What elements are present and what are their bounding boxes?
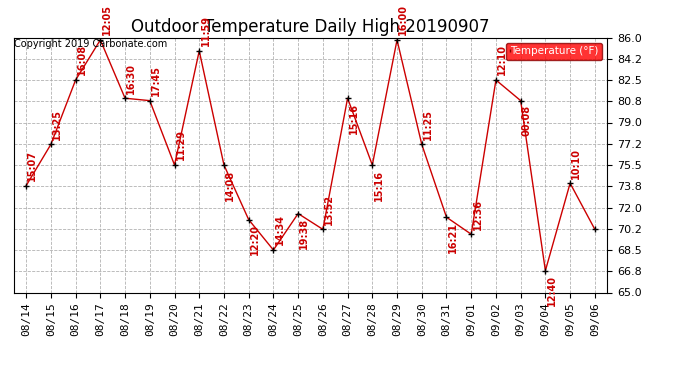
Text: 11:25: 11:25 — [423, 109, 433, 140]
Text: 15:16: 15:16 — [349, 103, 359, 134]
Text: 11:29: 11:29 — [176, 129, 186, 160]
Text: Copyright 2019 Carbonate.com: Copyright 2019 Carbonate.com — [14, 39, 168, 49]
Text: 15:16: 15:16 — [373, 170, 384, 201]
Text: 00:08: 00:08 — [522, 105, 532, 136]
Text: 12:10: 12:10 — [497, 44, 507, 75]
Text: 16:08: 16:08 — [77, 44, 87, 75]
Legend: Temperature (°F): Temperature (°F) — [506, 43, 602, 60]
Text: 11:59: 11:59 — [201, 15, 210, 46]
Text: 14:34: 14:34 — [275, 214, 285, 245]
Text: 17:45: 17:45 — [151, 65, 161, 96]
Text: 12:05: 12:05 — [101, 4, 112, 35]
Text: 13:25: 13:25 — [52, 109, 62, 140]
Title: Outdoor Temperature Daily High 20190907: Outdoor Temperature Daily High 20190907 — [131, 18, 490, 36]
Text: 13:52: 13:52 — [324, 194, 334, 225]
Text: 10:10: 10:10 — [571, 148, 582, 178]
Text: 12:40: 12:40 — [546, 275, 557, 306]
Text: 12:20: 12:20 — [250, 224, 260, 255]
Text: 16:00: 16:00 — [398, 4, 408, 35]
Text: 19:38: 19:38 — [299, 218, 309, 249]
Text: 16:30: 16:30 — [126, 63, 137, 94]
Text: 14:08: 14:08 — [225, 170, 235, 201]
Text: 12:36: 12:36 — [473, 199, 482, 230]
Text: 15:07: 15:07 — [28, 150, 37, 181]
Text: 16:21: 16:21 — [448, 222, 457, 253]
